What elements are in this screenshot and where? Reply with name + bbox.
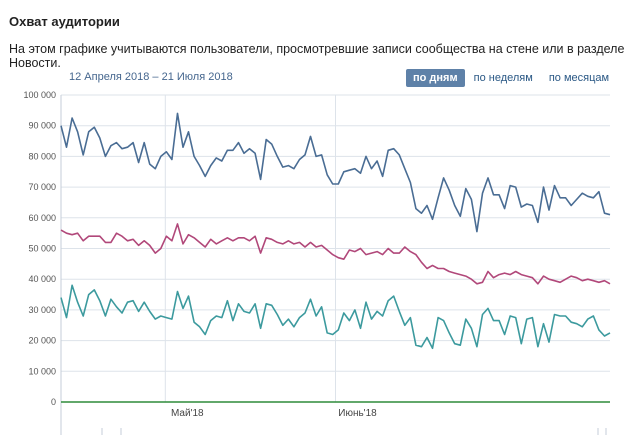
y-tick-label: 70 000 — [28, 182, 56, 192]
y-tick-label: 100 000 — [23, 90, 56, 100]
y-tick-label: 90 000 — [28, 121, 56, 131]
tab-by-week[interactable]: по неделям — [473, 72, 533, 84]
y-tick-label: 30 000 — [28, 305, 56, 315]
y-tick-label: 80 000 — [28, 151, 56, 161]
series-line-2[interactable] — [60, 223, 611, 285]
series-line-3[interactable] — [60, 284, 611, 350]
y-tick-label: 0 — [51, 397, 56, 407]
audience-reach-chart: 0 10 000 20 000 30 000 40 000 50 000 60 000 70 … — [0, 84, 640, 435]
tab-by-day[interactable]: по дням — [406, 69, 465, 87]
page-title: Охват аудитории — [9, 14, 120, 29]
y-tick-label: 20 000 — [28, 336, 56, 346]
y-tick-label: 60 000 — [28, 213, 56, 223]
period-tabs: по дням по неделям по месяцам — [406, 69, 618, 87]
y-tick-label: 40 000 — [28, 274, 56, 284]
date-range-selector[interactable]: 12 Апреля 2018 – 21 Июля 2018 — [69, 71, 233, 83]
series-line-1[interactable] — [60, 112, 611, 233]
line-chart-svg: 0 10 000 20 000 30 000 40 000 50 000 60 000 70 … — [23, 90, 611, 435]
y-tick-label: 50 000 — [28, 244, 56, 254]
y-tick-label: 10 000 — [28, 366, 56, 376]
x-tick-label: Июнь'18 — [338, 408, 377, 419]
tab-by-month[interactable]: по месяцам — [548, 72, 610, 84]
x-tick-label: Май'18 — [171, 408, 204, 419]
page-subtitle: На этом графике учитываются пользователи… — [9, 42, 625, 70]
